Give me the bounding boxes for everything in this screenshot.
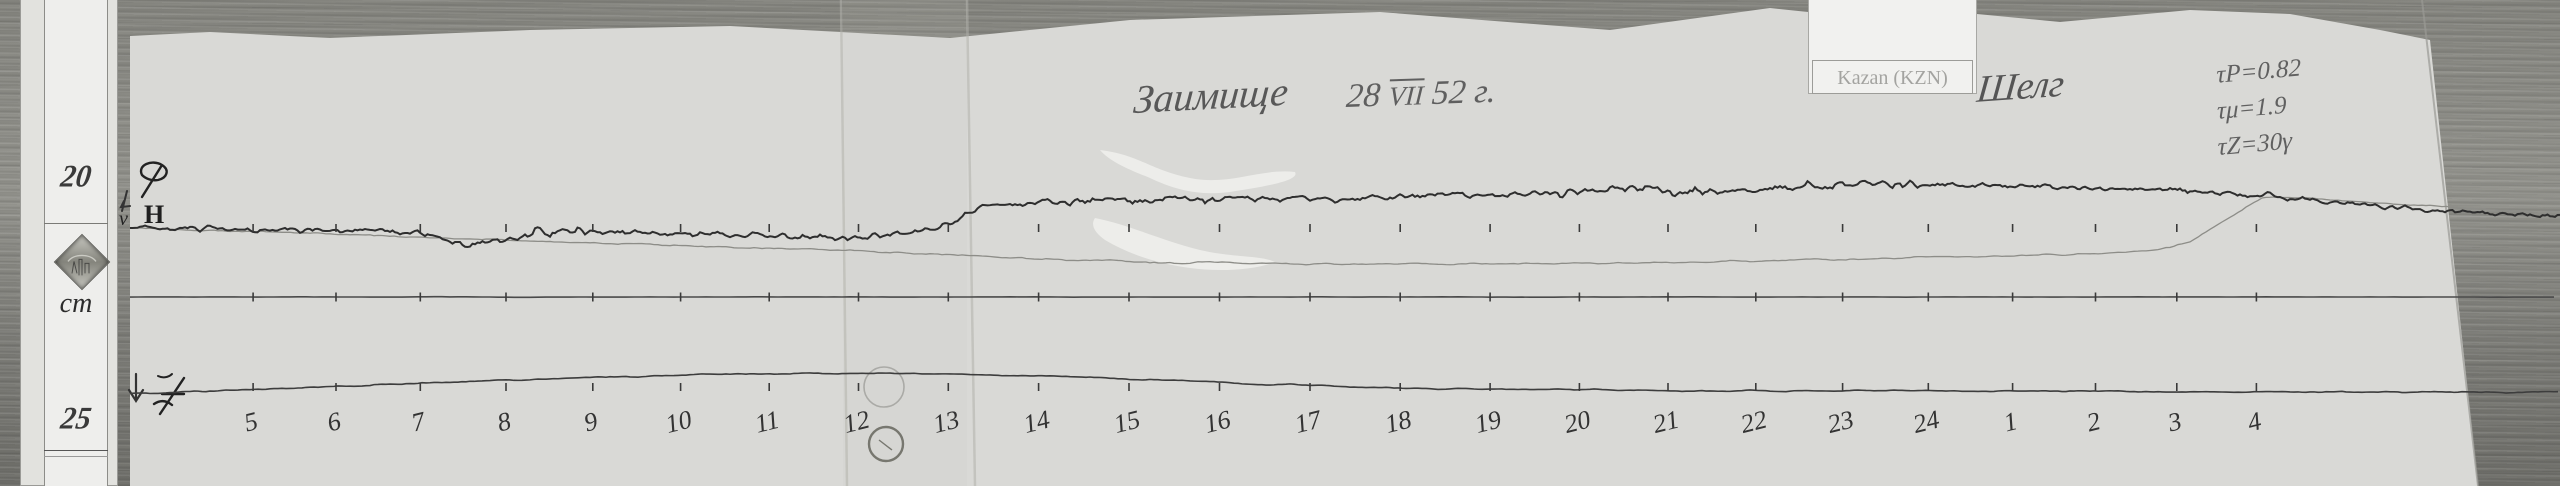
svg-text:2: 2 [2084,406,2104,437]
svg-text:13: 13 [930,405,962,439]
svg-text:17: 17 [1292,404,1325,439]
svg-text:21: 21 [1650,405,1682,439]
svg-text:5: 5 [241,406,261,437]
svg-text:10: 10 [662,405,694,439]
svg-text:1: 1 [2001,406,2021,437]
svg-text:11: 11 [752,405,782,439]
svg-text:7: 7 [408,406,429,438]
svg-text:4: 4 [2245,406,2265,437]
svg-text:14: 14 [1020,405,1052,439]
svg-text:23: 23 [1824,405,1856,439]
svg-text:9: 9 [581,406,601,437]
svg-text:16: 16 [1201,405,1233,439]
svg-text:12: 12 [840,405,872,439]
svg-text:24: 24 [1910,405,1942,439]
svg-text:15: 15 [1111,405,1143,439]
svg-text:18: 18 [1382,405,1414,439]
svg-text:19: 19 [1472,405,1504,439]
svg-text:20: 20 [1561,405,1593,439]
svg-text:3: 3 [2164,406,2185,438]
svg-text:6: 6 [324,406,344,437]
svg-text:8: 8 [494,406,514,437]
svg-text:22: 22 [1738,405,1770,439]
